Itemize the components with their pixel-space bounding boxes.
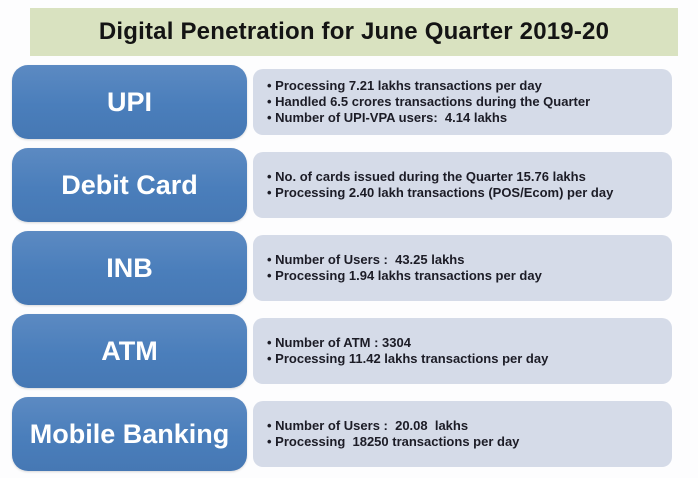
bullet-list: No. of cards issued during the Quarter 1…	[267, 169, 613, 201]
bullet-list: Number of Users : 20.08 lakhsProcessing …	[267, 418, 519, 450]
category-row: INB Number of Users : 43.25 lakhsProcess…	[12, 231, 672, 305]
category-label: UPI	[106, 86, 152, 117]
bullet-item: Processing 11.42 lakhs transactions per …	[267, 351, 548, 367]
title-bar: Digital Penetration for June Quarter 201…	[30, 8, 678, 56]
category-box: Debit Card	[12, 148, 247, 222]
category-row: Mobile Banking Number of Users : 20.08 l…	[12, 397, 672, 471]
bullet-item: Handled 6.5 crores transactions during t…	[267, 94, 590, 110]
bullet-item: Processing 1.94 lakhs transactions per d…	[267, 268, 542, 284]
bullet-list: Processing 7.21 lakhs transactions per d…	[267, 78, 590, 126]
category-box: ATM	[12, 314, 247, 388]
category-box: Mobile Banking	[12, 397, 247, 471]
category-box: INB	[12, 231, 247, 305]
bullet-item: No. of cards issued during the Quarter 1…	[267, 169, 613, 185]
bullet-item: Processing 18250 transactions per day	[267, 434, 519, 450]
category-label: Debit Card	[61, 169, 198, 200]
category-label: INB	[106, 252, 153, 283]
details-panel: Number of ATM : 3304Processing 11.42 lak…	[253, 318, 672, 384]
page-title: Digital Penetration for June Quarter 201…	[98, 18, 610, 45]
bullet-item: Number of Users : 20.08 lakhs	[267, 418, 519, 434]
bullet-item: Number of UPI-VPA users: 4.14 lakhs	[267, 110, 590, 126]
details-panel: Number of Users : 43.25 lakhsProcessing …	[253, 235, 672, 301]
category-label: ATM	[101, 335, 158, 366]
category-row: ATM Number of ATM : 3304Processing 11.42…	[12, 314, 672, 388]
category-row: Debit Card No. of cards issued during th…	[12, 148, 672, 222]
details-panel: Number of Users : 20.08 lakhsProcessing …	[253, 401, 672, 467]
category-label: Mobile Banking	[29, 418, 230, 449]
bullet-list: Number of ATM : 3304Processing 11.42 lak…	[267, 335, 548, 367]
category-box: UPI	[12, 65, 247, 139]
rows-container: UPI Processing 7.21 lakhs transactions p…	[12, 65, 672, 471]
bullet-item: Processing 7.21 lakhs transactions per d…	[267, 78, 590, 94]
bullet-item: Processing 2.40 lakh transactions (POS/E…	[267, 185, 613, 201]
details-panel: Processing 7.21 lakhs transactions per d…	[253, 69, 672, 135]
bullet-item: Number of ATM : 3304	[267, 335, 548, 351]
bullet-item: Number of Users : 43.25 lakhs	[267, 252, 542, 268]
bullet-list: Number of Users : 43.25 lakhsProcessing …	[267, 252, 542, 284]
category-row: UPI Processing 7.21 lakhs transactions p…	[12, 65, 672, 139]
details-panel: No. of cards issued during the Quarter 1…	[253, 152, 672, 218]
